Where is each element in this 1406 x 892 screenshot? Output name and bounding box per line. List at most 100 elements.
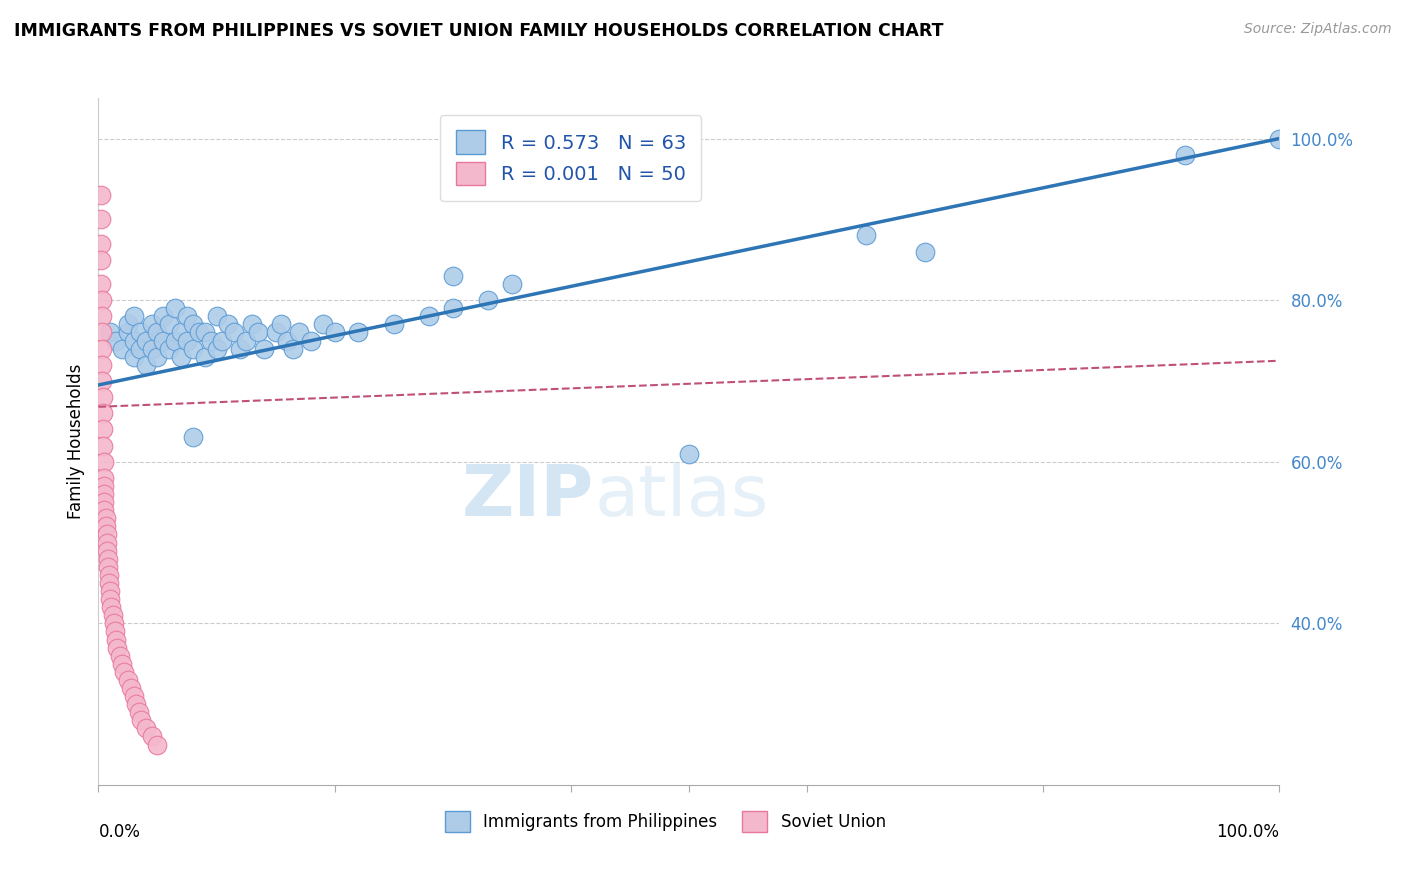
Point: [117, 673, 139, 687]
Point: [90, 252, 112, 267]
Point: [176, 310, 198, 324]
Point: [97, 559, 120, 574]
Point: [104, 624, 127, 639]
Point: [98, 567, 121, 582]
Point: [235, 334, 257, 348]
Point: [128, 326, 150, 340]
Point: [205, 342, 228, 356]
Point: [98, 576, 121, 591]
Point: [914, 244, 936, 259]
Point: [187, 326, 209, 340]
Point: [270, 318, 292, 332]
Point: [122, 334, 145, 348]
Point: [93, 503, 115, 517]
Text: IMMIGRANTS FROM PHILIPPINES VS SOVIET UNION FAMILY HOUSEHOLDS CORRELATION CHART: IMMIGRANTS FROM PHILIPPINES VS SOVIET UN…: [14, 22, 943, 40]
Point: [176, 334, 198, 348]
Point: [98, 592, 121, 607]
Point: [246, 326, 269, 340]
Point: [678, 447, 700, 461]
Point: [170, 350, 193, 364]
Point: [93, 479, 115, 493]
Point: [157, 318, 180, 332]
Point: [94, 511, 117, 525]
Point: [125, 697, 148, 711]
Point: [128, 342, 150, 356]
Point: [152, 334, 174, 348]
Point: [96, 527, 118, 541]
Text: Source: ZipAtlas.com: Source: ZipAtlas.com: [1244, 22, 1392, 37]
Point: [146, 350, 169, 364]
Point: [299, 334, 322, 348]
Point: [91, 390, 114, 404]
Point: [121, 681, 143, 695]
Point: [98, 584, 121, 599]
Point: [165, 334, 187, 348]
Point: [441, 268, 464, 283]
Point: [312, 318, 335, 332]
Point: [205, 310, 228, 324]
Point: [97, 551, 120, 566]
Point: [98, 326, 121, 340]
Point: [229, 342, 252, 356]
Point: [855, 228, 877, 243]
Point: [112, 665, 135, 679]
Point: [1268, 131, 1291, 145]
Point: [135, 358, 157, 372]
Point: [101, 608, 124, 623]
Text: atlas: atlas: [595, 462, 769, 531]
Point: [276, 334, 298, 348]
Point: [128, 705, 150, 719]
Point: [347, 326, 370, 340]
Point: [93, 471, 115, 485]
Point: [152, 310, 174, 324]
Point: [135, 334, 157, 348]
Point: [108, 648, 131, 663]
Point: [105, 640, 128, 655]
Point: [91, 422, 114, 436]
Point: [253, 342, 276, 356]
Point: [91, 374, 114, 388]
Point: [211, 334, 233, 348]
Point: [100, 600, 122, 615]
Point: [382, 318, 405, 332]
Point: [146, 738, 169, 752]
Point: [91, 342, 114, 356]
Point: [1174, 147, 1197, 161]
Point: [90, 212, 112, 227]
Point: [90, 277, 112, 291]
Point: [122, 689, 145, 703]
Point: [501, 277, 523, 291]
Point: [91, 439, 114, 453]
Point: [93, 455, 115, 469]
Point: [240, 318, 263, 332]
Point: [170, 326, 193, 340]
Point: [141, 342, 163, 356]
Point: [181, 430, 204, 444]
Point: [96, 535, 118, 549]
Point: [91, 326, 114, 340]
Point: [141, 318, 163, 332]
Text: 100.0%: 100.0%: [1216, 822, 1279, 841]
Point: [146, 326, 169, 340]
Point: [105, 334, 128, 348]
Text: ZIP: ZIP: [463, 462, 595, 531]
Point: [91, 406, 114, 420]
Point: [91, 310, 114, 324]
Point: [117, 318, 139, 332]
Point: [200, 334, 222, 348]
Point: [181, 318, 204, 332]
Point: [194, 350, 217, 364]
Point: [283, 342, 305, 356]
Point: [264, 326, 287, 340]
Point: [157, 342, 180, 356]
Point: [111, 657, 134, 671]
Point: [93, 487, 115, 501]
Point: [103, 616, 125, 631]
Point: [135, 722, 157, 736]
Point: [93, 495, 115, 509]
Point: [217, 318, 239, 332]
Point: [477, 293, 499, 307]
Point: [90, 188, 112, 202]
Point: [194, 326, 217, 340]
Point: [288, 326, 311, 340]
